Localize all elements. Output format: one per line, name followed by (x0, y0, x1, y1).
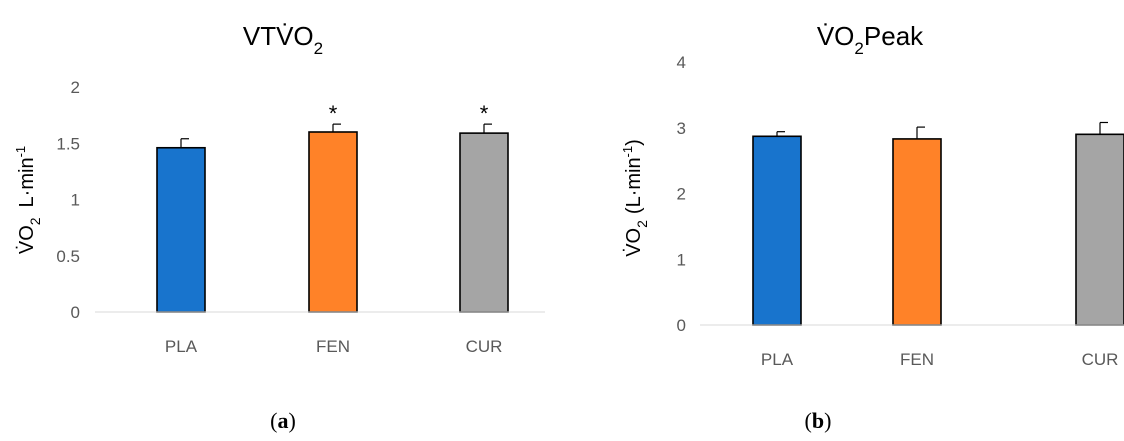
y-axis-label-close: ) (623, 139, 645, 146)
y-tick-label: 1 (71, 191, 80, 210)
bar-fen (308, 131, 358, 313)
y-tick-label: 0 (677, 316, 686, 335)
significance-marker: * (480, 101, 489, 126)
bar-pla (156, 146, 206, 313)
panel-label-letter: b (812, 408, 824, 433)
panel-label-letter: a (278, 408, 289, 433)
panel-label: (b) (805, 408, 832, 433)
chart-title: V̇O2Peak (817, 21, 924, 58)
y-axis-label: V̇O2 (L·min-1) (620, 139, 650, 257)
x-category-label: FEN (316, 337, 350, 356)
y-axis-label-unit: L·min (16, 157, 38, 207)
y-tick-label: 0.5 (56, 247, 80, 266)
y-axis-ticks: 0 1 2 3 4 (677, 53, 686, 335)
x-category-label: PLA (761, 350, 794, 369)
y-axis-label-superscript: -1 (13, 146, 28, 158)
y-tick-label: 0 (71, 303, 80, 322)
y-tick-label: 1.5 (56, 134, 80, 153)
chart-title-subscript: 2 (314, 39, 323, 58)
y-axis-label-subscript: 2 (27, 217, 43, 225)
y-axis-label-subscript: 2 (634, 220, 650, 228)
panel-label: (a) (270, 408, 296, 433)
x-axis-categories: PLA FEN CUR (165, 337, 502, 356)
bar-pla (752, 135, 802, 326)
y-axis-label-unit: (L·min (623, 157, 645, 214)
y-axis-label-main: V̇O (623, 228, 645, 257)
significance-marker: * (329, 101, 338, 126)
y-axis-label-superscript: -1 (620, 146, 635, 158)
chart-title-main: VTV̇O (243, 21, 314, 51)
y-tick-label: 2 (677, 185, 686, 204)
y-axis-ticks: 0 0.5 1 1.5 2 (56, 78, 80, 322)
chart-title: VTV̇O2 (243, 21, 323, 58)
y-axis-label-main: V̇O (16, 225, 38, 254)
chart-title-main: V̇O (817, 21, 855, 51)
x-category-label: PLA (165, 337, 198, 356)
chart-vtvo2: VTV̇O2 V̇O2L·min-1 00.511.52 * * PLA FEN CU… (13, 21, 545, 433)
chart-title-subscript: 2 (854, 39, 863, 58)
bar-cur (1075, 133, 1124, 326)
x-category-label: FEN (900, 350, 934, 369)
x-category-label: CUR (1082, 350, 1119, 369)
y-tick-label: 1 (677, 250, 686, 269)
bars: * * (156, 101, 509, 313)
y-axis-label: V̇O2 L·min-1 (13, 146, 43, 254)
x-axis-categories: PLA FEN CUR (761, 350, 1118, 369)
y-tick-label: 2 (71, 78, 80, 97)
x-category-label: CUR (466, 337, 503, 356)
y-tick-label: 3 (677, 119, 686, 138)
bars (752, 121, 1124, 326)
chart-title-suffix: Peak (864, 21, 924, 51)
y-tick-label: 4 (677, 53, 686, 72)
bar-cur (459, 132, 509, 313)
bar-fen (892, 138, 942, 326)
